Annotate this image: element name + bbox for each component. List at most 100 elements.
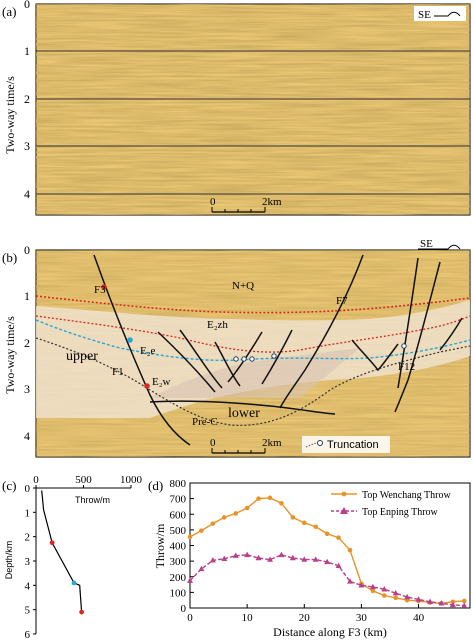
panel-d-xlabel: Distance along F3 (km) <box>273 625 387 639</box>
unit-labels: N+Q E₂zh E₂e E₂w Pre-C upper lower <box>66 280 260 428</box>
panel-a-ylabel: Two-way time/s <box>3 76 17 154</box>
horizon-lines-a <box>36 50 470 195</box>
y-tick-label: 6 <box>25 629 31 640</box>
fault-minor-7 <box>439 317 463 351</box>
enping-point <box>347 578 353 584</box>
panel-b: (b) Two-way time/s <box>2 238 471 458</box>
enping-point <box>449 601 456 608</box>
tick-label: 2 <box>24 92 30 106</box>
fault-minor-5 <box>261 329 293 385</box>
wenchang-point <box>301 520 307 526</box>
enping-point <box>427 598 433 604</box>
y-tick-label: 300 <box>170 556 187 568</box>
red-horizon-upper <box>36 295 470 314</box>
legend-label: Top Wenchang Throw <box>362 490 451 501</box>
y-tick-label: 0 <box>181 603 187 615</box>
throw-depth-line <box>41 490 83 613</box>
x-tick-label: 0 <box>33 474 39 486</box>
enping-point <box>187 577 193 583</box>
wenchang-point <box>221 515 227 520</box>
fault-minor-6 <box>351 339 399 372</box>
wenchang-point <box>336 535 341 540</box>
unit-prec: Pre-C <box>192 416 218 428</box>
y-tick-label: 500 <box>170 525 187 537</box>
y-tick-label: 2 <box>25 532 31 544</box>
tick-label: 2 <box>24 336 30 350</box>
data-point <box>71 580 77 586</box>
scale-zero: 0 <box>210 196 216 208</box>
truncation-points <box>233 343 407 362</box>
data-point <box>49 540 55 546</box>
wenchang-point <box>256 496 261 501</box>
lower-fill <box>150 348 360 398</box>
data-point <box>79 609 84 615</box>
marker-red-top <box>101 284 107 290</box>
enping-point <box>267 556 273 562</box>
enping-point <box>198 565 205 572</box>
enping-point <box>392 589 399 596</box>
panel-d-ylabel: Throw/m <box>153 523 167 568</box>
legend-circle-icon <box>341 491 347 497</box>
label-f12: F12 <box>398 361 415 373</box>
wenchang-point <box>244 505 250 511</box>
panel-a-label: (a) <box>2 4 16 19</box>
legend-label: Top Enping Throw <box>362 507 439 518</box>
y-tick-label: 5 <box>25 605 31 617</box>
marker-red-bottom <box>144 383 150 389</box>
dark-horizon <box>36 337 470 426</box>
plot-frame <box>189 482 471 609</box>
wenchang-point <box>370 588 376 594</box>
enping-point <box>232 552 239 558</box>
x-tick-label: 20 <box>299 612 311 624</box>
truncation-legend: Truncation <box>302 436 390 453</box>
enping-point <box>278 551 285 558</box>
wenchang-point <box>381 593 387 598</box>
direction-label: SE <box>420 238 433 250</box>
seismic-texture-a <box>36 4 470 215</box>
legend-triangle-icon <box>340 507 348 514</box>
tick-label: 0 <box>24 0 30 11</box>
wenchang-point <box>290 515 296 520</box>
scale-distance: 2km <box>262 196 282 208</box>
tick-label: 3 <box>24 139 30 153</box>
y-tick-label: 700 <box>170 494 187 506</box>
panel-c-ylabel: Depth/km <box>4 541 14 580</box>
pre-c-top <box>149 400 336 415</box>
x-tick-label: 10 <box>242 612 254 624</box>
y-tick-label: 200 <box>170 572 187 584</box>
direction-marker-b: SE <box>418 238 461 250</box>
enping-point <box>335 562 342 569</box>
tick-label: 0 <box>24 243 30 257</box>
wenchang-point <box>233 511 239 516</box>
unit-e2e: E₂e <box>140 345 156 357</box>
enping-point <box>301 556 308 562</box>
throw-depth-plot: 0 500 1000 0 1 2 3 4 5 6 <box>25 474 143 640</box>
fault-f12b <box>397 257 419 389</box>
enping-point <box>209 557 216 563</box>
tick-label: 1 <box>24 44 30 58</box>
enping-point <box>221 555 228 561</box>
x-tick-label: 40 <box>413 612 425 624</box>
blue-horizon <box>36 319 470 362</box>
faults <box>93 254 463 446</box>
truncation-label: Truncation <box>327 439 379 451</box>
x-tick-label: 0 <box>187 612 193 624</box>
enping-point <box>358 582 365 588</box>
wenchang-point <box>267 495 273 501</box>
wenchang-point <box>393 595 399 601</box>
enping-point <box>404 593 411 600</box>
y-tick-label: 800 <box>170 478 187 490</box>
tick-label: 3 <box>24 382 30 396</box>
enping-point <box>244 551 251 558</box>
enping-point <box>289 554 296 561</box>
y-tick-label: 1 <box>25 507 31 519</box>
panel-c: (c) 0 500 1000 0 1 2 3 4 5 6 Throw/m Depth/km <box>2 474 143 640</box>
y-tick-label: 3 <box>25 556 31 568</box>
fault-labels: F3 F7 F1 F12 <box>94 284 415 378</box>
y-tick-label: 400 <box>170 541 187 553</box>
x-tick-label: 30 <box>356 612 368 624</box>
wenchang-point <box>347 547 353 553</box>
wenchang-point <box>187 534 193 540</box>
